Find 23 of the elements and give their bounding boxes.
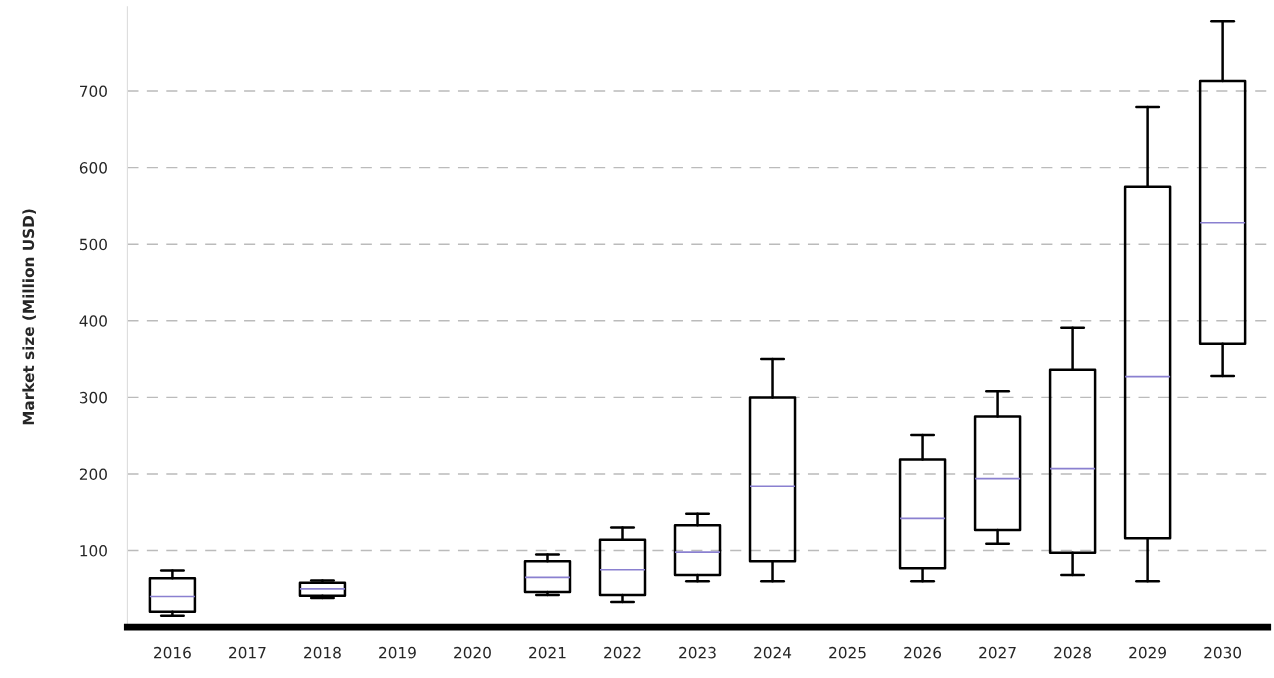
y-tick-label: 600	[79, 162, 107, 174]
x-tick-label: 2027	[979, 646, 1016, 659]
y-tick-label: 700	[80, 85, 107, 98]
x-tick-label: 2029	[1129, 646, 1166, 659]
y-tick-label: 200	[79, 468, 107, 480]
x-tick-label: 2020	[454, 646, 491, 659]
x-tick-label: 2019	[379, 646, 416, 659]
x-tick-label: 2018	[304, 646, 341, 659]
x-tick-label: 2021	[529, 646, 566, 659]
x-tick-label: 2025	[829, 646, 866, 659]
x-tick-label: 2028	[1054, 646, 1091, 659]
y-tick-label: 300	[79, 391, 107, 404]
x-tick-label: 2024	[754, 646, 792, 659]
y-tick-label: 500	[79, 238, 107, 251]
x-tick-label: 2022	[604, 646, 641, 659]
x-tick-label: 2030	[1204, 646, 1242, 659]
x-tick-label: 2017	[229, 646, 266, 659]
x-tick-label: 2016	[154, 646, 191, 659]
x-tick-label: 2023	[679, 646, 716, 659]
y-tick-label: 400	[79, 315, 107, 327]
y-axis-title: Market size (Million USD)	[22, 209, 36, 425]
y-tick-label: 100	[80, 545, 107, 557]
x-tick-label: 2026	[904, 646, 942, 659]
